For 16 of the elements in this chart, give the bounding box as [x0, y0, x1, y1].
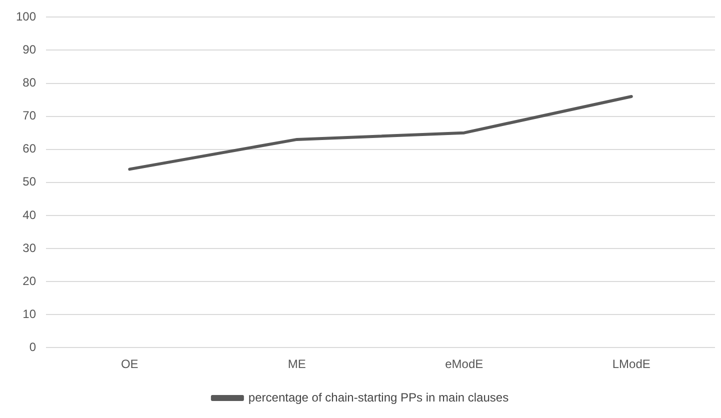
y-tick-label: 70 [22, 108, 36, 123]
x-tick-label: ME [288, 357, 306, 372]
x-tick-label: OE [120, 357, 138, 372]
y-tick-label: 80 [22, 76, 36, 90]
y-tick-label: 60 [22, 142, 36, 156]
y-tick-label: 40 [22, 208, 36, 222]
y-tick-label: 10 [22, 306, 36, 321]
legend-label: percentage of chain-starting PPs in main clauses [248, 390, 509, 404]
y-tick-label: 50 [22, 174, 36, 189]
x-tick-label: LModE [612, 357, 650, 372]
x-tick-label: eModE [445, 357, 484, 372]
y-tick-label: 90 [22, 42, 36, 57]
y-tick-label: 30 [22, 240, 36, 255]
y-tick-label: 0 [29, 340, 36, 354]
y-tick-label: 20 [22, 274, 36, 288]
y-tick-label: 100 [16, 10, 36, 24]
